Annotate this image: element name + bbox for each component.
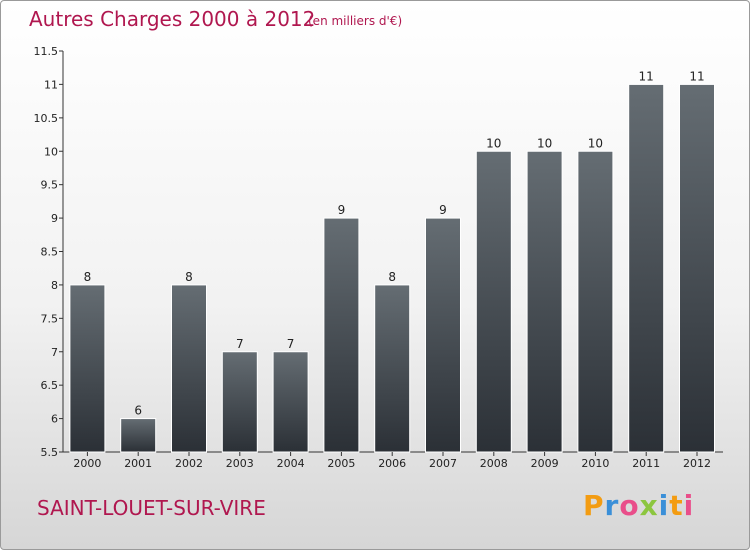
value-label: 7 (287, 337, 295, 351)
x-tick-label: 2010 (581, 457, 609, 470)
y-tick-label: 7.5 (41, 312, 59, 325)
x-tick-label: 2011 (632, 457, 660, 470)
bar-2001 (120, 418, 157, 453)
x-tick-label: 2006 (378, 457, 406, 470)
y-tick-label: 11 (44, 78, 58, 91)
x-tick-label: 2008 (480, 457, 508, 470)
logo-letter: r (604, 489, 620, 522)
x-tick-label: 2009 (531, 457, 559, 470)
value-label: 11 (639, 69, 654, 83)
value-label: 6 (134, 404, 142, 418)
bar-2012 (679, 83, 715, 453)
x-tick-label: 2000 (73, 457, 101, 470)
x-tick-label: 2004 (277, 457, 305, 470)
logo-letter: t (669, 489, 684, 522)
bar-2002 (171, 284, 207, 453)
chart-title: Autres Charges 2000 à 2012 (29, 7, 316, 31)
bar-2006 (374, 284, 411, 453)
y-tick-label: 11.5 (34, 45, 59, 58)
x-tick-label: 2012 (683, 457, 711, 470)
value-label: 8 (388, 270, 396, 284)
value-label: 10 (486, 136, 501, 150)
bar-2004 (272, 351, 309, 453)
x-tick-label: 2001 (124, 457, 152, 470)
y-tick-label: 9 (51, 212, 58, 225)
x-tick-label: 2002 (175, 457, 203, 470)
value-label: 8 (84, 270, 92, 284)
bar-2000 (69, 284, 106, 453)
y-tick-label: 8 (51, 279, 58, 292)
y-tick-label: 6 (51, 413, 58, 426)
y-tick-label: 6.5 (41, 379, 59, 392)
y-tick-label: 10 (44, 145, 58, 158)
bar-2003 (221, 351, 258, 453)
bar-2005 (323, 217, 360, 453)
value-label: 10 (537, 136, 552, 150)
y-tick-label: 10.5 (34, 112, 59, 125)
value-label: 11 (689, 69, 704, 83)
value-label: 10 (588, 136, 603, 150)
bar-2009 (526, 150, 563, 453)
x-tick-label: 2007 (429, 457, 457, 470)
x-tick-label: 2003 (226, 457, 254, 470)
value-label: 8 (185, 270, 193, 284)
value-label: 7 (236, 337, 244, 351)
y-tick-label: 8.5 (41, 246, 59, 259)
y-tick-label: 7 (51, 346, 58, 359)
logo-letter: x (639, 489, 659, 522)
commune-name: SAINT-LOUET-SUR-VIRE (37, 496, 266, 520)
logo-letter: i (683, 489, 695, 522)
y-tick-label: 9.5 (41, 179, 59, 192)
bar-2007 (425, 217, 461, 453)
y-tick-label: 5.5 (41, 446, 59, 459)
x-tick-label: 2005 (327, 457, 355, 470)
bar-2008 (475, 150, 512, 453)
bar-2010 (577, 150, 614, 453)
logo-letter: P (583, 489, 605, 522)
chart-subtitle: (en milliers d'€) (308, 14, 403, 28)
bar-2011 (628, 83, 665, 453)
logo-letter: i (658, 489, 670, 522)
logo-letter: o (619, 489, 640, 522)
value-label: 9 (338, 203, 346, 217)
value-label: 9 (439, 203, 447, 217)
proxiti-logo: Proxiti (583, 489, 694, 522)
